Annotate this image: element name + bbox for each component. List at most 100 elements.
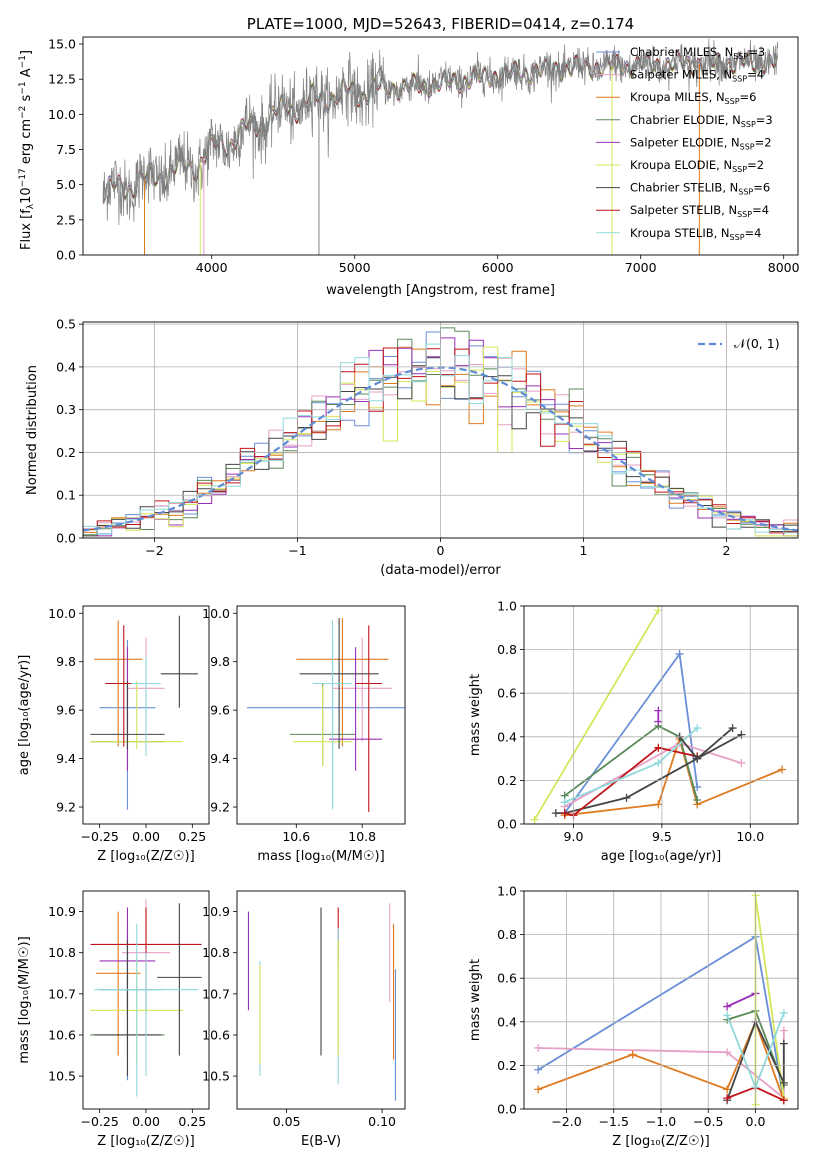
legend-entry-part: SSP — [740, 142, 755, 151]
y-tick-label: 0.4 — [497, 1014, 517, 1029]
x-tick-label: 9.5 — [652, 829, 672, 844]
series-line — [533, 609, 660, 821]
series-marker — [693, 796, 702, 805]
y-axis-label-part: s — [19, 94, 34, 105]
legend-entry: Kroupa MILES, NSSP=6 — [630, 90, 756, 106]
axes-frame — [82, 36, 799, 256]
legend-entry: Chabrier STELIB, NSSP=6 — [630, 181, 770, 197]
axes-frame — [523, 890, 799, 1110]
y-tick-label: 0.2 — [497, 773, 517, 788]
x-axis-label: mass [log₁₀(M/M☉)] — [257, 849, 384, 864]
observed-spectrum — [102, 38, 779, 226]
x-tick-label: −2 — [145, 543, 163, 558]
x-tick-label: 0.10 — [368, 1114, 396, 1129]
series-marker — [654, 758, 663, 767]
x-axis-label: (data-model)/error — [380, 563, 501, 578]
y-axis-label-part: ] — [19, 50, 34, 55]
x-tick-label: 0 — [437, 543, 445, 558]
series-line — [555, 733, 742, 814]
y-tick-label: 10.0 — [48, 107, 76, 122]
y-axis-label-part: Flux [f — [19, 209, 34, 250]
y-tick-label: 9.4 — [56, 751, 76, 766]
x-tick-label: 0.0 — [746, 1114, 766, 1129]
series-marker — [723, 1085, 732, 1094]
plot-area — [102, 38, 779, 255]
y-tick-label: 9.8 — [56, 654, 76, 669]
axes-frame — [523, 605, 799, 825]
y-tick-label: 0.0 — [497, 1102, 517, 1117]
legend-entry-part: SSP — [741, 120, 756, 129]
series-marker — [560, 798, 569, 807]
series-marker — [654, 706, 663, 715]
y-tick-label: 0.8 — [497, 927, 517, 942]
series-marker — [779, 1096, 788, 1105]
series-marker — [728, 724, 737, 733]
series-marker — [779, 1039, 788, 1048]
legend-entry-part: SSP — [737, 210, 752, 219]
y-tick-label: 10.6 — [48, 1027, 76, 1042]
y-tick-label: 0.5 — [56, 317, 76, 332]
y-tick-label: 0.1 — [56, 488, 76, 503]
y-tick-label: 9.2 — [56, 800, 76, 815]
x-axis-label: wavelength [Angstrom, rest frame] — [326, 283, 555, 298]
legend-entry-part: Salpeter ELODIE, N — [630, 135, 740, 149]
y-tick-label: 0.8 — [497, 642, 517, 657]
y-tick-label: 10.7 — [202, 986, 230, 1001]
y-tick-label: 1.0 — [497, 884, 517, 899]
x-tick-label: 4000 — [196, 260, 228, 275]
y-tick-label: 10.8 — [202, 945, 230, 960]
series-marker — [723, 1094, 732, 1103]
legend-entry-part: =4 — [745, 226, 762, 240]
legend-entry: Salpeter STELIB, NSSP=4 — [630, 203, 769, 219]
series-marker — [534, 1043, 543, 1052]
y-tick-label: 0.0 — [497, 817, 517, 832]
series-marker — [654, 800, 663, 809]
y-axis-label-part: −1 — [18, 81, 28, 94]
legend-entry-part: SSP — [730, 233, 745, 242]
series-marker — [737, 730, 746, 739]
x-tick-label: −2.0 — [551, 1114, 581, 1129]
x-tick-label: 2 — [723, 543, 731, 558]
series-marker — [693, 754, 702, 763]
plot-area — [530, 606, 787, 824]
y-tick-label: 15.0 — [48, 37, 76, 52]
y-axis-label: Normed distribution — [25, 365, 40, 495]
y-axis-label-part: A — [19, 68, 34, 81]
y-axis-label-part: −17 — [18, 168, 28, 187]
y-tick-label: 2.5 — [56, 212, 76, 227]
plot-area — [90, 899, 202, 1097]
y-tick-label: 9.2 — [210, 800, 230, 815]
y-axis-label-part: 10 — [19, 187, 34, 204]
legend-entry-part: =6 — [740, 90, 757, 104]
x-tick-label: −1 — [288, 543, 306, 558]
y-tick-label: 0.2 — [497, 1058, 517, 1073]
series-marker — [654, 606, 663, 615]
legend-entry-part: SSP — [738, 188, 753, 197]
axes-frame — [82, 321, 799, 539]
axes-frame — [82, 890, 210, 1110]
series-marker — [628, 1050, 637, 1059]
x-tick-label: −0.5 — [693, 1114, 723, 1129]
x-tick-label: 0.25 — [178, 829, 206, 844]
panel-0: 4000 5000 6000 7000 8000 0.0 2.5 5.0 7.5 10.0 12.5… — [18, 15, 800, 298]
legend-entry-part: SSP — [732, 75, 747, 84]
legend-entry-part: Kroupa ELODIE, N — [630, 158, 732, 172]
series-marker — [530, 815, 539, 824]
y-tick-label: 9.8 — [210, 654, 230, 669]
chart-title: PLATE=1000, MJD=52643, FIBERID=0414, z=0… — [247, 15, 634, 33]
series-marker — [723, 1002, 732, 1011]
y-axis-label: Flux [fλ10−17 erg cm−2 s−1 A−1] — [18, 50, 36, 250]
panel-1: −2 −1 0 1 2 0.0 0.1 0.2 0.3 0.4 0.5 (data-model)/er… — [25, 317, 799, 578]
legend-entry-part: SSP — [732, 165, 747, 174]
x-tick-label: 0.00 — [132, 1114, 160, 1129]
x-tick-label: 10.0 — [736, 829, 764, 844]
legend-entry: Chabrier MILES, NSSP=3 — [630, 45, 765, 61]
x-tick-label: 1 — [580, 543, 588, 558]
x-tick-label: 10.8 — [348, 829, 376, 844]
x-tick-label: 0.00 — [132, 829, 160, 844]
y-axis-label: mass weight — [468, 959, 483, 1041]
legend-entry: 𝒩(0, 1) — [734, 336, 780, 351]
y-axis-label-part: erg cm — [19, 119, 34, 168]
panel-5: −0.25 0.00 0.25 10.5 10.6 10.7 10.8 10.9 Z [log₁… — [17, 890, 210, 1149]
